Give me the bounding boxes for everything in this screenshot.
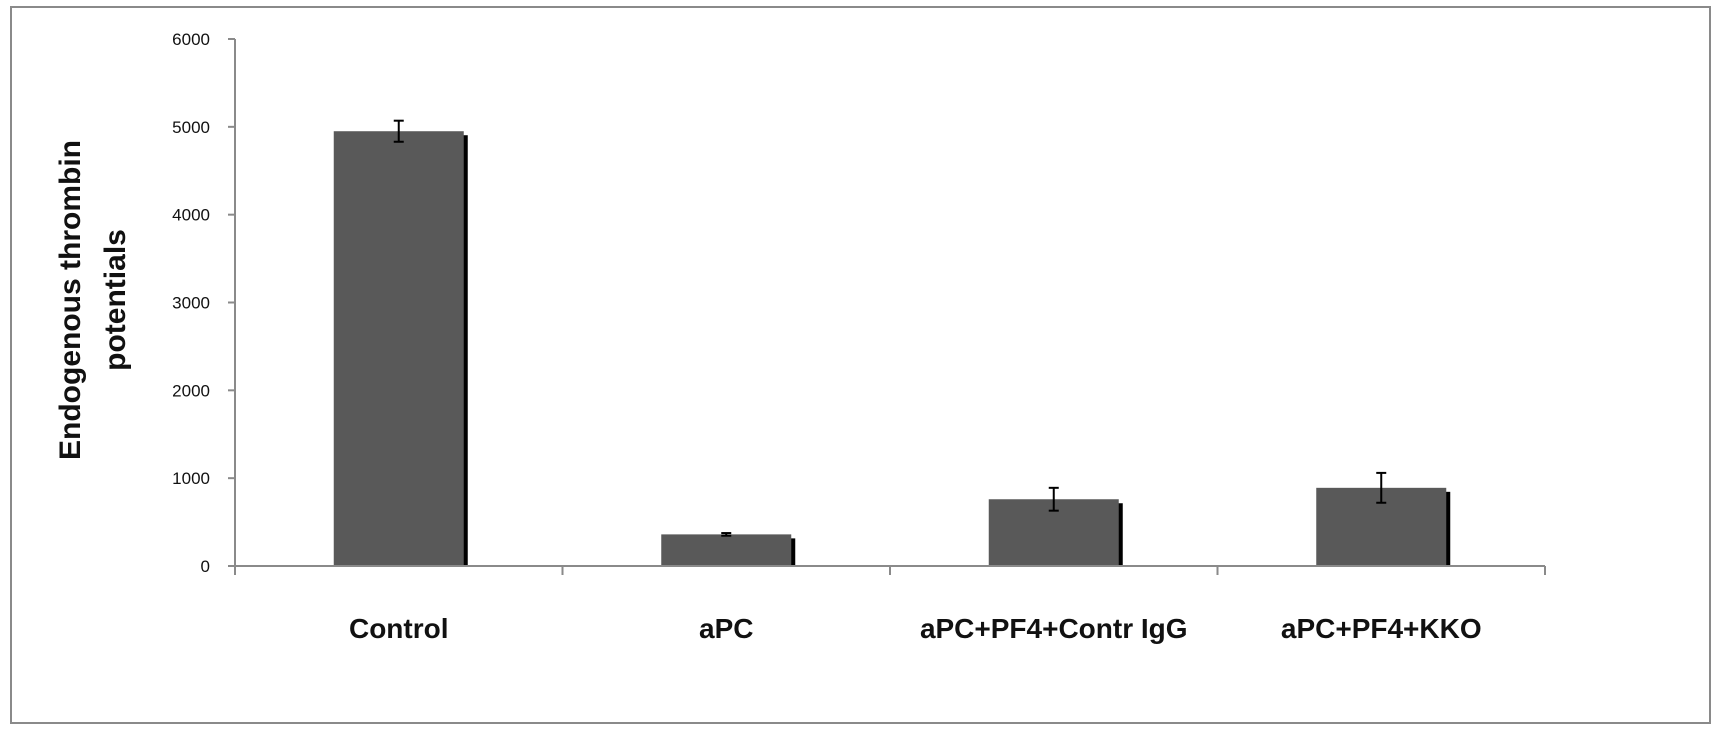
y-tick-label: 3000 (172, 294, 210, 313)
bars (333, 119, 1451, 566)
chart-frame (10, 6, 1711, 724)
bar-0 (333, 131, 464, 566)
x-category-label: aPC+PF4+Contr IgG (920, 613, 1188, 644)
y-tick-label: 4000 (172, 206, 210, 225)
y-tick-label: 6000 (172, 30, 210, 49)
x-category-label: Control (349, 613, 449, 644)
y-axis-title-line: Endogenous thrombin (54, 140, 87, 460)
bar-1 (661, 534, 792, 566)
y-tick-label: 0 (201, 557, 210, 576)
y-axis-title: Endogenous thrombin potentials (54, 140, 132, 460)
x-category-label: aPC+PF4+KKO (1281, 613, 1482, 644)
x-axis-categories: Control aPC aPC+PF4+Contr IgG aPC+PF4+KKO (349, 613, 1482, 644)
y-tick-label: 1000 (172, 469, 210, 488)
axes (234, 39, 1546, 575)
y-tick-label: 5000 (172, 118, 210, 137)
y-axis-ticks: 0 1000 2000 3000 4000 5000 6000 (172, 30, 235, 576)
y-axis-title-line: potentials (99, 229, 132, 371)
y-tick-label: 2000 (172, 381, 210, 400)
x-category-label: aPC (699, 613, 753, 644)
